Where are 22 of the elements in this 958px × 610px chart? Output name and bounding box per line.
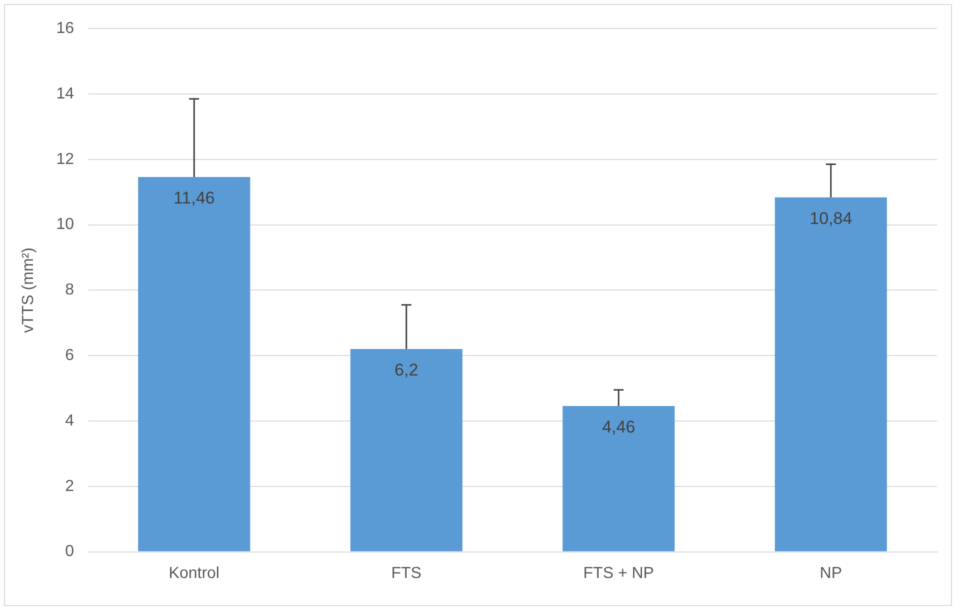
y-tick-label: 6	[65, 347, 74, 364]
y-tick-label: 8	[65, 282, 74, 299]
y-tick-label: 12	[56, 150, 74, 168]
bar	[138, 177, 250, 552]
x-tick-label: FTS	[391, 564, 422, 582]
bar	[350, 349, 462, 552]
y-tick-label: 16	[56, 20, 74, 38]
y-tick-label: 10	[56, 216, 74, 234]
x-tick-label: FTS + NP	[583, 564, 654, 582]
data-label: 10,84	[810, 209, 852, 228]
data-label: 11,46	[173, 188, 215, 208]
y-tick-label: 2	[65, 478, 74, 495]
x-tick-label: Kontrol	[168, 564, 220, 582]
data-label: 4,46	[602, 418, 636, 437]
bar	[562, 406, 675, 552]
bar	[774, 197, 887, 552]
y-axis-title: vTTS (mm²)	[20, 248, 38, 333]
y-tick-label: 0	[65, 543, 74, 560]
y-tick-label: 4	[65, 412, 74, 430]
y-tick-label: 14	[56, 85, 74, 102]
data-label: 6,2	[394, 360, 418, 380]
x-tick-label: NP	[820, 564, 842, 582]
